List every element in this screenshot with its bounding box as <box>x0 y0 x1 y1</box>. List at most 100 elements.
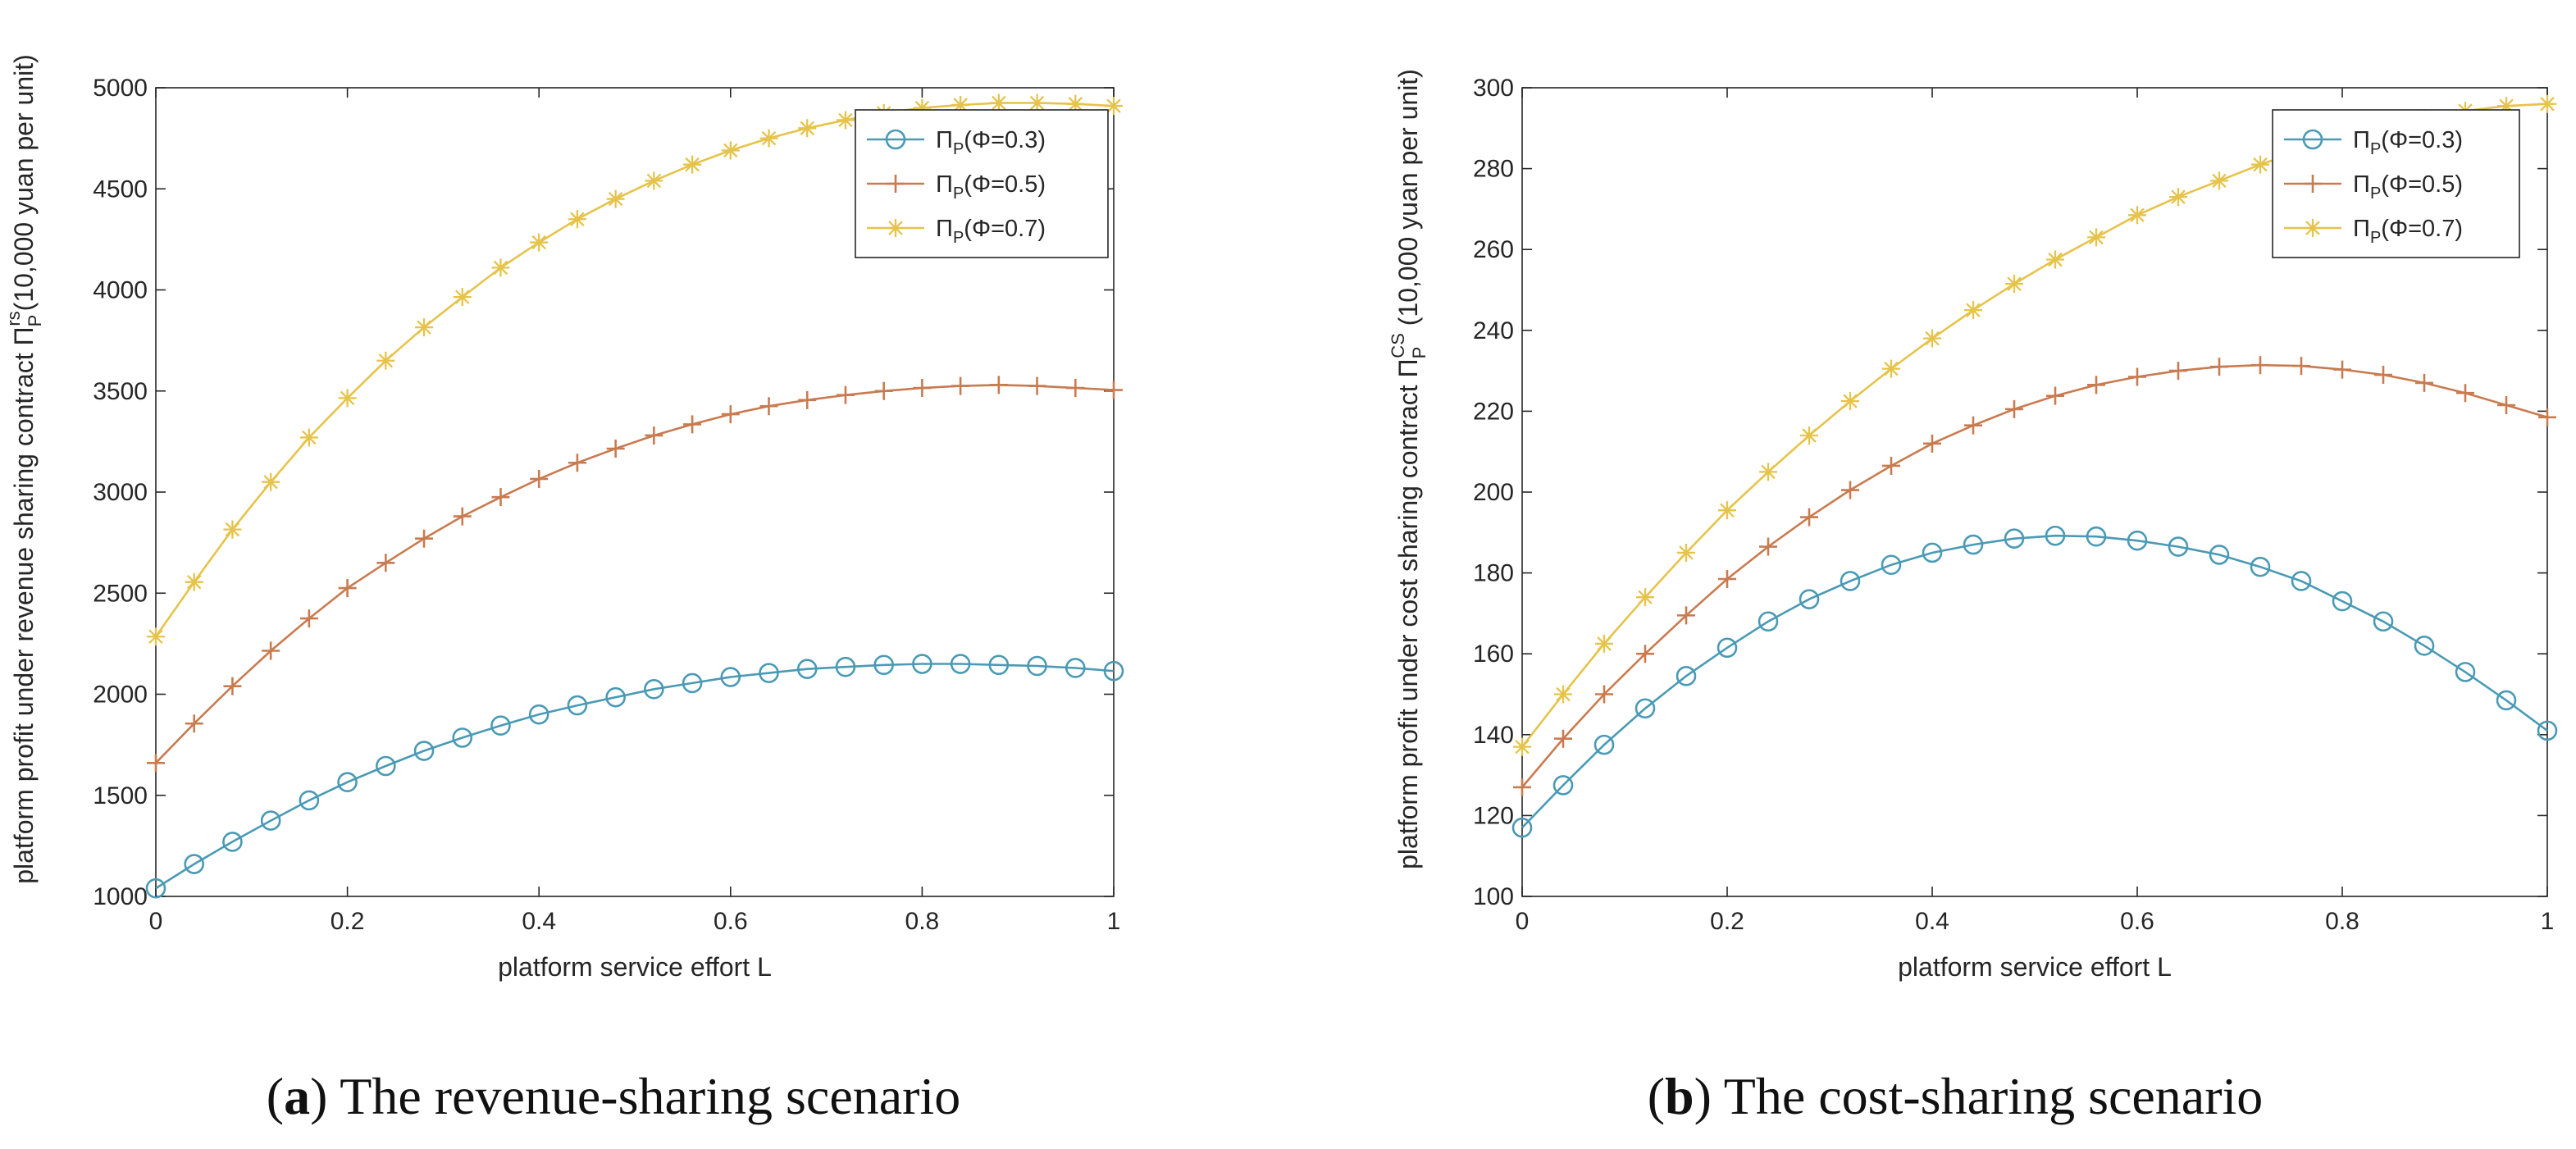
data-point <box>606 189 625 208</box>
data-point <box>2497 396 2515 415</box>
series-1 <box>1511 525 2558 838</box>
legend-rest: (Φ=0.3) <box>2381 127 2463 153</box>
data-point <box>2169 362 2187 381</box>
series-1 <box>145 654 1124 899</box>
data-point <box>1677 606 1695 625</box>
data-point <box>1105 97 1123 116</box>
data-point <box>2414 636 2435 656</box>
data-point <box>2005 399 2023 418</box>
data-point <box>376 554 395 572</box>
data-point <box>1635 698 1656 719</box>
legend-rest: (Φ=0.7) <box>964 216 1046 242</box>
y-tick-label: 3000 <box>93 479 148 506</box>
y-tick-label: 220 <box>1473 398 1514 425</box>
legend-rest: (Φ=0.7) <box>2381 216 2463 242</box>
data-point <box>1513 777 1531 796</box>
data-point <box>798 390 817 409</box>
data-point <box>605 686 626 708</box>
legend-marker <box>887 175 905 193</box>
data-point <box>2086 526 2107 547</box>
data-point <box>1840 571 1861 591</box>
legend-rest: (Φ=0.5) <box>2381 171 2463 198</box>
data-point <box>338 389 357 408</box>
legend-subscript: P <box>2370 185 2381 203</box>
data-point <box>260 810 281 831</box>
data-point <box>1554 685 1572 704</box>
caption-paren-close: ) <box>310 1067 340 1125</box>
data-point <box>185 714 203 733</box>
y-label-subscript: P <box>25 315 45 327</box>
data-point <box>759 129 778 148</box>
legend-main: Π <box>936 171 953 198</box>
data-point <box>1922 542 1943 563</box>
data-point <box>491 488 510 507</box>
y-tick-label: 280 <box>1473 156 1514 183</box>
data-point <box>1552 775 1574 796</box>
data-point <box>1636 645 1654 663</box>
data-point <box>1636 588 1654 607</box>
y-tick-label: 240 <box>1473 317 1514 344</box>
data-point <box>2538 94 2556 113</box>
x-tick-label: 0.4 <box>522 908 556 935</box>
data-point <box>567 695 588 716</box>
legend-entry: ΠP(Φ=0.5) <box>2353 171 2463 203</box>
data-point <box>1841 392 1859 411</box>
y-tick-label: 2500 <box>93 580 148 607</box>
data-point <box>1677 543 1695 562</box>
y-tick-label: 120 <box>1473 802 1514 829</box>
data-point <box>874 381 893 400</box>
data-point <box>1964 416 1982 435</box>
data-point <box>2210 171 2228 190</box>
y-tick-label: 1500 <box>93 782 148 809</box>
data-point <box>1881 554 1902 576</box>
y-tick-label: 180 <box>1473 560 1514 587</box>
data-point <box>453 288 472 307</box>
data-point <box>1799 589 1820 609</box>
data-point <box>836 385 855 404</box>
caption-paren-open: ( <box>1648 1067 1665 1125</box>
data-point <box>145 878 166 899</box>
legend: ΠP(Φ=0.3) ΠP(Φ=0.5)ΠP(Φ=0.7) <box>2272 109 2520 258</box>
y-axis: 100 120 140 160 180 200 220 240 260 280 300 <box>1473 75 2547 910</box>
data-point <box>2005 275 2023 294</box>
legend-marker <box>2304 175 2322 193</box>
data-point <box>2046 250 2064 269</box>
legend-marker <box>2302 129 2323 150</box>
legend-main: Π <box>2353 171 2370 198</box>
y-label-superscript: CS <box>1388 333 1408 358</box>
caption-letter: a <box>284 1067 310 1125</box>
data-point <box>2333 360 2351 379</box>
y-tick-label: 260 <box>1473 236 1514 263</box>
data-point <box>528 704 549 725</box>
data-point <box>759 663 779 683</box>
y-tick-label: 140 <box>1473 722 1514 749</box>
y-tick-label: 5000 <box>93 75 148 102</box>
data-point <box>644 679 664 700</box>
y-label-main: platform profit under revenue sharing co… <box>9 326 39 883</box>
data-point <box>2456 384 2474 403</box>
legend: ΠP(Φ=0.3)ΠP(Φ=0.5)ΠP(Φ=0.7) <box>855 109 1109 258</box>
data-point <box>2497 97 2515 116</box>
x-tick-label: 1 <box>1107 908 1121 935</box>
data-point <box>1882 359 1900 378</box>
data-point <box>184 854 205 874</box>
data-point <box>873 654 894 676</box>
x-tick-label: 0.2 <box>1710 908 1744 935</box>
legend-subscript: P <box>953 140 964 158</box>
x-axis-label: platform service effort L <box>498 952 772 982</box>
data-point <box>1103 660 1124 682</box>
data-point <box>2169 188 2187 207</box>
x-axis: 0 0.2 0.4 0.6 0.8 1 <box>149 88 1121 935</box>
data-point <box>1028 93 1046 112</box>
data-point <box>223 677 242 695</box>
data-point <box>491 258 510 277</box>
data-point <box>913 98 932 117</box>
legend-entry: ΠP(Φ=0.3) <box>2353 127 2463 158</box>
y-label-superscript: rs <box>3 311 24 326</box>
y-axis-label: platform profit under revenue sharing co… <box>3 54 45 884</box>
data-point <box>1963 534 1984 555</box>
data-point <box>1800 426 1818 445</box>
data-point <box>682 673 703 694</box>
figure-caption: (a) The revenue-sharing scenario <box>267 1067 960 1125</box>
caption-text: The cost-sharing scenario <box>1724 1067 2264 1125</box>
